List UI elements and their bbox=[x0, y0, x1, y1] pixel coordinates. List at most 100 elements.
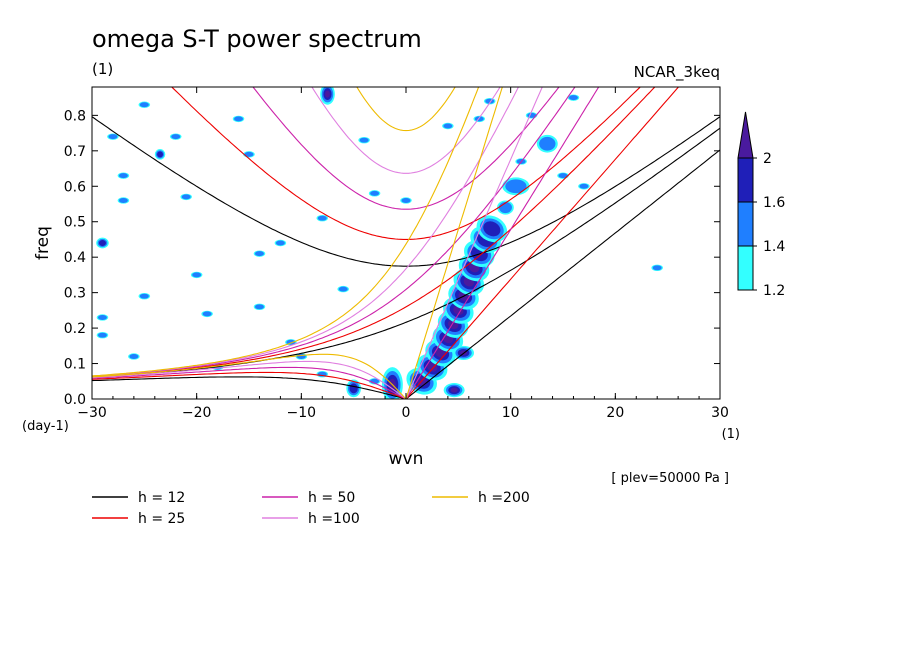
colorbar: 2 1.6 1.4 1.2 bbox=[737, 111, 785, 299]
chart-title: omega S-T power spectrum bbox=[92, 25, 422, 53]
power-contour bbox=[192, 272, 202, 278]
dispersion-curve-er bbox=[92, 366, 407, 399]
power-contour bbox=[254, 251, 264, 257]
dispersion-curve-eig bbox=[92, 87, 656, 378]
y-tick-label: 0.7 bbox=[64, 144, 86, 160]
colorbar-label: 2 bbox=[763, 151, 772, 167]
dispersion-curve-eig bbox=[92, 87, 520, 377]
x-tick-label: 30 bbox=[711, 405, 729, 421]
dispersion-curve-eig bbox=[92, 87, 480, 377]
axis-ticks: −30 −20 −10 0 10 20 30 0.0 0.1 0.2 0.3 0.4 0.5 0.6 0.7… bbox=[64, 87, 729, 421]
power-contour bbox=[652, 265, 662, 271]
dispersion-curve-ig1 bbox=[171, 87, 641, 240]
power-contour bbox=[157, 151, 163, 158]
dispersion-curve-kelvin bbox=[405, 87, 680, 399]
x-tick-label: 0 bbox=[402, 405, 411, 421]
power-contour bbox=[483, 221, 501, 237]
y-unit-label: (day-1) bbox=[22, 419, 69, 434]
dispersion-curve-kelvin bbox=[405, 87, 503, 399]
power-contour bbox=[108, 134, 118, 140]
x-tick-label: 20 bbox=[606, 405, 624, 421]
power-contour bbox=[118, 197, 128, 203]
power-contour bbox=[426, 362, 438, 372]
power-contour bbox=[359, 137, 369, 143]
y-tick-label: 0.8 bbox=[64, 108, 86, 124]
dispersion-curve-ig1 bbox=[356, 87, 456, 132]
chart-subtitle-left: (1) bbox=[92, 60, 113, 78]
legend-label: h = 50 bbox=[308, 490, 355, 506]
power-contour bbox=[139, 102, 149, 108]
x-tick-label: 10 bbox=[502, 405, 520, 421]
power-contour bbox=[338, 286, 348, 292]
power-contour bbox=[539, 136, 556, 151]
power-contour bbox=[317, 215, 327, 221]
dispersion-curve-er bbox=[92, 376, 407, 399]
x-unit-label: (1) bbox=[722, 427, 740, 442]
power-contour bbox=[498, 202, 512, 214]
power-contour bbox=[98, 240, 106, 246]
power-contour bbox=[181, 194, 191, 200]
dispersion-curve-er bbox=[92, 371, 407, 399]
power-contour bbox=[568, 95, 578, 101]
power-contour bbox=[370, 190, 380, 196]
y-tick-label: 0.0 bbox=[64, 392, 86, 408]
dispersion-curve-ig1 bbox=[311, 87, 501, 174]
power-contour bbox=[234, 116, 244, 122]
dispersion-curve-eig bbox=[92, 127, 720, 378]
power-contour bbox=[244, 151, 254, 157]
y-tick-label: 0.5 bbox=[64, 215, 86, 231]
legend-label: h = 25 bbox=[138, 511, 185, 527]
colorbar-segment bbox=[737, 201, 754, 247]
x-tick-label: −30 bbox=[77, 405, 107, 421]
dispersion-curve-er bbox=[92, 360, 407, 399]
chart-subtitle-right: NCAR_3keq bbox=[634, 63, 720, 82]
power-contour bbox=[435, 348, 446, 358]
power-contour bbox=[450, 387, 458, 393]
colorbar-label: 1.4 bbox=[763, 239, 785, 255]
power-contour bbox=[97, 332, 107, 338]
colorbar-segment bbox=[737, 157, 754, 203]
y-tick-label: 0.4 bbox=[64, 250, 86, 266]
x-tick-label: −10 bbox=[287, 405, 317, 421]
y-tick-label: 0.3 bbox=[64, 286, 86, 302]
power-contour bbox=[254, 304, 264, 310]
dispersion-curve-kelvin bbox=[405, 149, 720, 399]
dispersion-curve-ig1 bbox=[92, 116, 720, 267]
footnote: [ plev=50000 Pa ] bbox=[611, 471, 729, 486]
power-contour bbox=[443, 123, 453, 129]
colorbar-label: 1.2 bbox=[763, 283, 785, 299]
colorbar-segment bbox=[737, 245, 754, 291]
dispersion-curve-kelvin bbox=[405, 87, 600, 399]
dispersion-curve-ig1 bbox=[252, 87, 560, 210]
power-contour bbox=[558, 173, 568, 179]
colorbar-triangle bbox=[737, 111, 754, 159]
power-contour bbox=[579, 183, 589, 189]
dispersion-curve-eig bbox=[92, 87, 576, 377]
power-contour bbox=[139, 293, 149, 299]
legend-label: h =200 bbox=[478, 490, 530, 506]
y-axis-label: freq bbox=[33, 226, 53, 260]
power-contour bbox=[171, 134, 181, 140]
power-contour bbox=[505, 179, 527, 194]
legend: h = 12 h = 25 h = 50 h =100 h =200 bbox=[92, 490, 530, 527]
legend-label: h = 12 bbox=[138, 490, 185, 506]
dispersion-curves bbox=[92, 87, 720, 399]
power-contour bbox=[349, 383, 358, 394]
power-contour bbox=[275, 240, 285, 246]
dispersion-curve-kelvin bbox=[405, 87, 543, 399]
power-contour bbox=[97, 314, 107, 320]
y-tick-label: 0.2 bbox=[64, 321, 86, 337]
legend-label: h =100 bbox=[308, 511, 360, 527]
x-axis-label: wvn bbox=[389, 449, 424, 469]
power-contour bbox=[401, 197, 411, 203]
power-contour bbox=[129, 353, 139, 359]
power-contour bbox=[202, 311, 212, 317]
plot-area bbox=[92, 87, 720, 399]
colorbar-label: 1.6 bbox=[763, 195, 785, 211]
power-contour bbox=[325, 90, 330, 98]
y-tick-label: 0.6 bbox=[64, 179, 86, 195]
power-contour bbox=[118, 173, 128, 179]
y-tick-label: 0.1 bbox=[64, 357, 86, 373]
dispersion-curve-er bbox=[92, 353, 407, 399]
